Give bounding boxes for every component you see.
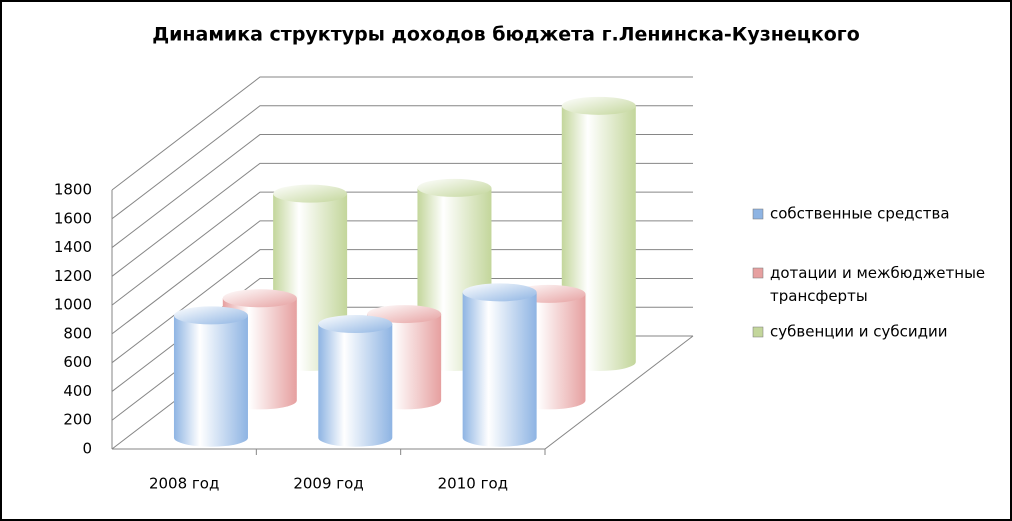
grid-line — [111, 249, 693, 364]
x-tick-label: 2008 год — [149, 475, 219, 493]
legend-label: собственные средства — [770, 205, 950, 223]
y-tick-label: 1200 — [54, 267, 92, 285]
legend-swatch — [752, 326, 764, 338]
x-tick-label: 2009 год — [293, 475, 363, 493]
cylinder-top — [417, 178, 492, 197]
cylinder-top — [222, 289, 297, 308]
legend-label: субвенции и субсидии — [770, 323, 947, 341]
legend-swatch — [752, 208, 764, 220]
y-tick-label: 800 — [63, 324, 92, 342]
cylinder-top — [173, 306, 248, 325]
y-tick-label: 1000 — [54, 296, 92, 314]
cylinder — [462, 292, 537, 447]
grid-line — [111, 76, 693, 191]
grid-line — [111, 220, 693, 335]
grid-line — [111, 191, 693, 306]
cylinder-top — [318, 315, 393, 334]
cylinder-top — [561, 96, 636, 115]
grid-line — [111, 162, 693, 277]
y-tick-label: 600 — [63, 353, 92, 371]
cylinder — [318, 324, 393, 447]
grid-line — [111, 134, 693, 248]
x-tick-label: 2010 год — [438, 475, 508, 493]
cylinder-top — [273, 184, 348, 203]
y-tick-label: 200 — [63, 411, 92, 429]
chart-title: Динамика структуры доходов бюджета г.Лен… — [152, 24, 860, 46]
grid-line — [111, 277, 693, 392]
y-tick-label: 400 — [63, 382, 92, 400]
legend-swatch — [752, 267, 764, 279]
cylinder-top — [462, 283, 537, 302]
legend-label: дотации и межбюджетные трансферты — [770, 264, 985, 305]
y-tick-label: 1600 — [54, 209, 92, 227]
y-tick-label: 0 — [82, 440, 92, 458]
y-tick-label: 1400 — [54, 238, 92, 256]
cylinder — [173, 315, 248, 447]
cylinder-top — [367, 305, 442, 324]
y-tick-label: 1800 — [54, 181, 92, 199]
grid-line — [111, 105, 693, 220]
